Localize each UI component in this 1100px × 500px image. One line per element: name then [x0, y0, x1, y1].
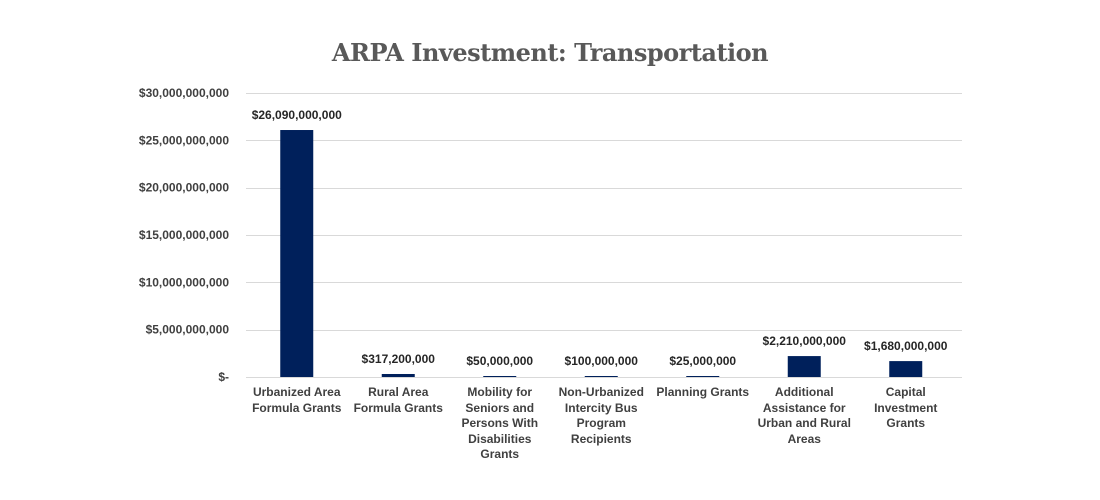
data-label: $1,680,000,000: [864, 339, 948, 353]
bar: [787, 356, 821, 377]
bar: [280, 130, 314, 377]
y-tick-label: $5,000,000,000: [146, 323, 230, 337]
data-labels: $26,090,000,000 $317,200,000 $50,000,000 $1…: [252, 108, 948, 368]
bar: [381, 373, 415, 377]
bar: [889, 361, 923, 377]
bar: [686, 376, 720, 377]
y-tick-label: $20,000,000,000: [139, 181, 229, 195]
x-tick-label: Mobility for Seniors and Persons With Di…: [461, 385, 539, 461]
data-label: $50,000,000: [466, 354, 533, 368]
data-label: $100,000,000: [565, 354, 639, 368]
chart-title: ARPA Investment: Transportation: [331, 38, 769, 67]
bars: [280, 130, 923, 377]
bar: [483, 376, 517, 377]
x-tick-label: Urbanized Area Formula Grants: [252, 385, 342, 415]
y-tick-label: $15,000,000,000: [139, 228, 229, 242]
data-label: $26,090,000,000: [252, 108, 342, 122]
y-tick-label: $30,000,000,000: [139, 86, 229, 100]
y-axis-tick-labels: $- $5,000,000,000 $10,000,000,000 $15,000,0…: [139, 86, 229, 384]
gridlines: [246, 93, 962, 378]
x-tick-label: Additional Assistance for Urban and Rura…: [757, 385, 851, 446]
x-tick-label: Non-Urbanized Intercity Bus Program Reci…: [558, 385, 644, 446]
data-label: $317,200,000: [362, 352, 436, 366]
y-tick-label: $25,000,000,000: [139, 133, 229, 147]
y-tick-label: $-: [218, 370, 229, 384]
y-tick-label: $10,000,000,000: [139, 275, 229, 289]
x-tick-label: Planning Grants: [656, 385, 750, 399]
bar: [584, 376, 618, 377]
x-tick-label: Capital Investment Grants: [874, 385, 938, 430]
data-label: $2,210,000,000: [763, 334, 847, 348]
x-tick-label: Rural Area Formula Grants: [353, 385, 443, 415]
data-label: $25,000,000: [669, 354, 736, 368]
